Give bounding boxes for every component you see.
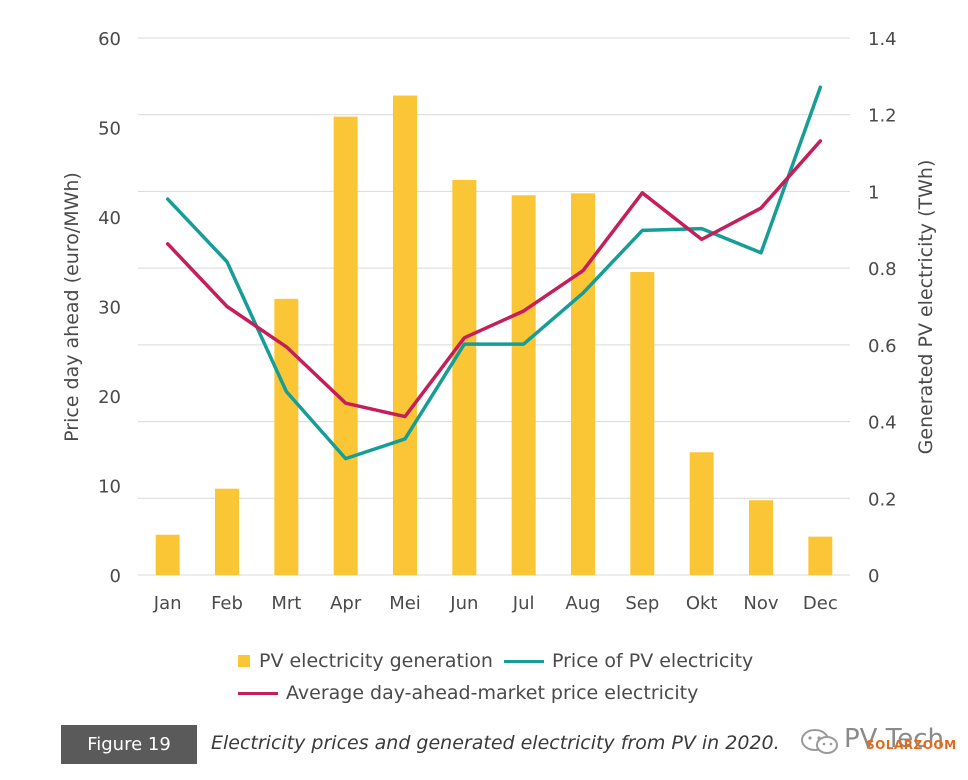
gridlines [138,37,850,576]
x-tick-label: Mei [389,593,421,614]
bar-jun [452,179,477,575]
right-tick-label: 1.4 [868,29,897,50]
x-tick-label: Jun [449,593,478,614]
x-tick-label: Mrt [271,593,301,614]
legend-label-market-price: Average day-ahead-market price electrici… [286,682,699,704]
legend-label-pv-price: Price of PV electricity [552,650,754,672]
legend-swatch-teal-line [504,659,544,663]
legend-swatch-bar [238,655,250,667]
x-tick-label: Apr [330,593,362,614]
tick-labels: 0 10 20 30 40 50 60 0 0.2 0.4 0.6 0.8 1 1.2 1.4 Jan Feb M… [98,29,897,614]
x-tick-label: Dec [803,593,838,614]
left-tick-label: 10 [98,477,121,498]
bar-nov [749,500,773,575]
x-tick-label: Aug [565,593,600,614]
right-axis-title: Generated PV electricity (TWh) [915,160,937,455]
left-tick-label: 20 [98,387,121,408]
bar-series [155,95,833,576]
right-tick-label: 0.6 [868,336,897,357]
bar-jan [155,534,180,575]
right-tick-label: 1.2 [868,106,897,127]
chart: 0 10 20 30 40 50 60 0 0.2 0.4 0.6 0.8 1 1.2 1.4 Jan Feb M… [61,29,937,614]
bar-dec [808,536,833,575]
x-tick-label: Sep [625,593,659,614]
left-tick-label: 50 [98,119,121,140]
figure-label: Figure 19 [61,725,197,764]
bar-mei [393,95,417,576]
bar-okt [689,452,714,575]
legend-swatch-crimson-line [238,691,278,695]
bar-sep [630,271,655,575]
legend-label-pv-generation: PV electricity generation [259,650,493,672]
wechat-icon [801,729,838,754]
x-tick-label: Jul [512,593,535,614]
right-tick-label: 0.2 [868,489,897,510]
right-tick-label: 1 [868,182,879,203]
x-tick-label: Okt [686,593,718,614]
x-tick-label: Nov [743,593,778,614]
left-axis-title: Price day ahead (euro/MWh) [61,172,83,442]
left-tick-label: 30 [98,298,121,319]
left-tick-label: 0 [110,566,121,587]
bar-aug [571,193,595,575]
line-pv-price [165,85,823,461]
right-tick-label: 0.4 [868,413,897,434]
x-tick-label: Feb [211,593,243,614]
x-tick-label: Jan [153,593,182,614]
left-tick-label: 40 [98,208,121,229]
line-market-price [165,139,823,419]
line-series [165,85,823,461]
bar-apr [333,116,358,575]
watermark-brand: PV Tech [844,724,944,754]
bar-jul [511,195,536,575]
right-tick-label: 0.8 [868,259,897,280]
right-tick-label: 0 [868,566,879,587]
watermark-sub: SOLARZOOM [866,738,957,752]
figure-caption: Electricity prices and generated electri… [211,732,780,754]
left-tick-label: 60 [98,29,121,50]
bar-feb [215,488,239,575]
